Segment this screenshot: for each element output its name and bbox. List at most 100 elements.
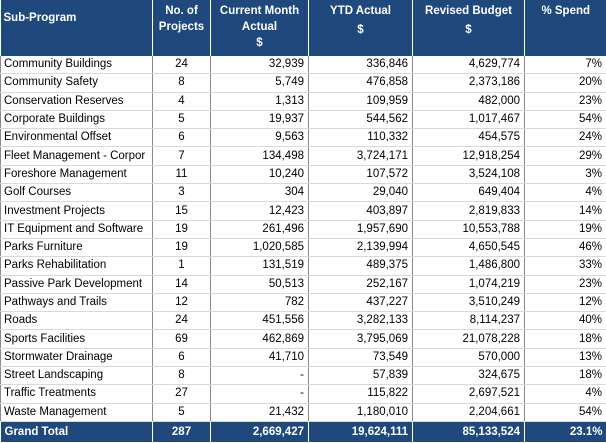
percent-spend-cell: 29% [524, 146, 606, 166]
percent-spend-cell: 14% [524, 201, 606, 221]
revised-budget-cell: 21,078,228 [412, 329, 525, 349]
header-revised-budget: Revised Budget $ [412, 0, 525, 56]
header-projects-line1: No. of [165, 5, 198, 17]
table-row: Street Landscaping 8-57,839 324,675 18% [0, 366, 606, 386]
table-row: Community Safety 8 5,749 476,858 2,373,186 20… [0, 73, 606, 93]
header-sub-program-label: Sub-Program [3, 12, 77, 24]
header-ytd-actual: YTD Actual $ [308, 0, 413, 56]
percent-spend-cell: 54% [524, 403, 606, 422]
sub-program-cell: Corporate Buildings [0, 110, 153, 130]
percent-spend-cell: 46% [524, 238, 606, 258]
projects-cell: 8 [152, 366, 211, 386]
ytd-actual-cell: 437,227 [308, 293, 413, 313]
table-row: Golf Courses 3 304 29,040 649,404 4% [0, 183, 606, 203]
revised-budget-cell: 2,204,661 [412, 403, 525, 422]
current-month-cell: 134,498 [210, 146, 309, 166]
table-row: Environmental Offset 6 9,563 110,332 454,575… [0, 128, 606, 148]
projects-cell: 5 [152, 403, 211, 422]
revised-budget-cell: 12,918,254 [412, 146, 525, 166]
sub-program-cell: Traffic Treatments [0, 384, 153, 404]
table-row: Corporate Buildings 5 19,937 544,562 1,017,4… [0, 110, 606, 130]
percent-spend-cell: 3% [524, 165, 606, 185]
table-row: Pathways and Trails 12 782 437,227 3,510,249… [0, 293, 606, 313]
current-month-cell: 131,519 [210, 256, 309, 276]
revised-budget-cell: 482,000 [412, 92, 525, 111]
total-current: 2,669,427 [210, 421, 309, 442]
ytd-actual-cell: 403,897 [308, 201, 413, 221]
percent-spend-cell: 24% [524, 128, 606, 148]
percent-spend-cell: 20% [524, 73, 606, 93]
sub-program-cell: Community Safety [0, 73, 153, 93]
projects-cell: 24 [152, 311, 211, 331]
table-row: IT Equipment and Software 19 261,496 1,957,… [0, 220, 606, 239]
sub-program-cell: Stormwater Drainage [0, 348, 153, 368]
revised-budget-cell: 649,404 [412, 183, 525, 203]
percent-spend-cell: 40% [524, 311, 606, 331]
current-month-cell: 19,937 [210, 110, 309, 130]
total-projects: 287 [152, 421, 211, 442]
projects-cell: 11 [152, 165, 211, 185]
revised-budget-cell: 10,553,788 [412, 220, 525, 239]
projects-cell: 1 [152, 256, 211, 276]
table-row: Parks Rehabilitation 1 131,519 489,375 1,486… [0, 256, 606, 276]
percent-spend-cell: 4% [524, 384, 606, 404]
sub-program-cell: Parks Furniture [0, 238, 153, 258]
ytd-actual-cell: 107,572 [308, 165, 413, 185]
ytd-actual-cell: 252,167 [308, 275, 413, 294]
header-current-currency: $ [256, 37, 263, 49]
percent-spend-cell: 7% [524, 56, 606, 75]
current-month-cell: 10,240 [210, 165, 309, 185]
revised-budget-cell: 2,697,521 [412, 384, 525, 404]
projects-cell: 4 [152, 92, 211, 111]
ytd-actual-cell: 29,040 [308, 183, 413, 203]
header-ytd-label: YTD Actual [330, 5, 391, 17]
percent-spend-cell: 12% [524, 293, 606, 313]
projects-cell: 12 [152, 293, 211, 313]
ytd-actual-cell: 73,549 [308, 348, 413, 368]
sub-program-cell: Investment Projects [0, 201, 153, 221]
sub-program-cell: Sports Facilities [0, 329, 153, 349]
sub-program-cell: Parks Rehabilitation [0, 256, 153, 276]
table-row: Waste Management 5 21,432 1,180,010 2,204,66… [0, 403, 606, 422]
revised-budget-cell: 2,819,833 [412, 201, 525, 221]
current-month-cell: 1,020,585 [210, 238, 309, 258]
ytd-actual-cell: 2,139,994 [308, 238, 413, 258]
ytd-actual-cell: 3,724,171 [308, 146, 413, 166]
sub-program-cell: Street Landscaping [0, 366, 153, 386]
revised-budget-cell: 3,524,108 [412, 165, 525, 185]
projects-cell: 6 [152, 128, 211, 148]
header-spend-label: % Spend [541, 5, 591, 17]
header-current-line1: Current Month [219, 5, 300, 17]
current-month-cell: 462,869 [210, 329, 309, 349]
sub-program-cell: IT Equipment and Software [0, 220, 153, 239]
table-row: Stormwater Drainage 6 41,710 73,549 570,000 1… [0, 348, 606, 368]
projects-cell: 69 [152, 329, 211, 349]
projects-cell: 14 [152, 275, 211, 294]
percent-spend-cell: 54% [524, 110, 606, 130]
current-month-cell: 32,939 [210, 56, 309, 75]
header-projects-line2: Projects [158, 21, 205, 33]
ytd-actual-cell: 57,839 [308, 366, 413, 386]
sub-program-cell: Foreshore Management [0, 165, 153, 185]
sub-program-cell: Golf Courses [0, 183, 153, 203]
ytd-actual-cell: 110,332 [308, 128, 413, 148]
ytd-actual-cell: 489,375 [308, 256, 413, 276]
ytd-actual-cell: 1,180,010 [308, 403, 413, 422]
projects-cell: 19 [152, 238, 211, 258]
ytd-actual-cell: 115,822 [308, 384, 413, 404]
revised-budget-cell: 4,650,545 [412, 238, 525, 258]
percent-spend-cell: 23% [524, 275, 606, 294]
percent-spend-cell: 18% [524, 329, 606, 349]
revised-budget-cell: 324,675 [412, 366, 525, 386]
current-month-cell: 5,749 [210, 73, 309, 93]
ytd-actual-cell: 3,795,069 [308, 329, 413, 349]
sub-program-cell: Passive Park Development [0, 275, 153, 294]
projects-cell: 3 [152, 183, 211, 203]
total-ytd: 19,624,111 [308, 421, 413, 442]
total-label: Grand Total [0, 421, 153, 442]
current-month-cell: 261,496 [210, 220, 309, 239]
table-row: Community Buildings 24 32,939 336,846 4,629,… [0, 56, 606, 75]
table-row: Parks Furniture 19 1,020,585 2,139,994 4,650… [0, 238, 606, 258]
total-budget: 85,133,524 [412, 421, 525, 442]
